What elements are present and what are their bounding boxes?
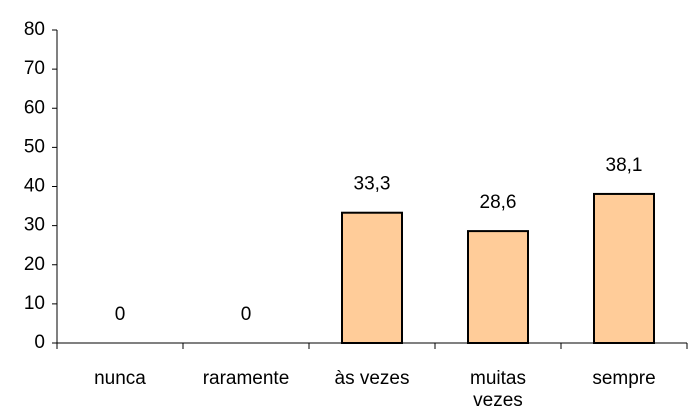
x-tick-label: raramente: [202, 368, 290, 389]
value-label: 38,1: [606, 155, 643, 176]
x-tick-label-box: nunca: [94, 368, 146, 389]
x-tick-label-box: muitas vezes: [470, 368, 526, 411]
x-tick-label: sempre: [592, 368, 656, 389]
y-tick-label: 20: [24, 254, 45, 275]
y-tick-label: 70: [24, 58, 45, 79]
y-tick-label: 50: [24, 136, 45, 157]
bar: [593, 192, 655, 344]
x-tick-label: muitas vezes: [470, 368, 526, 411]
y-tick-label: 10: [24, 293, 45, 314]
value-label: 0: [241, 304, 252, 325]
x-tick-label-box: às vezes: [334, 368, 410, 389]
x-tick-label: às vezes: [334, 368, 410, 389]
bar: [467, 230, 529, 344]
bar: [341, 211, 403, 344]
x-tick-label-box: sempre: [592, 368, 656, 389]
x-tick-label-box: raramente: [202, 368, 290, 389]
y-tick-label: 60: [24, 97, 45, 118]
y-tick-label: 0: [34, 332, 45, 353]
y-tick-label: 40: [24, 176, 45, 197]
value-label: 33,3: [354, 174, 391, 195]
value-label: 0: [115, 304, 126, 325]
value-label: 28,6: [480, 192, 517, 213]
x-tick-label: nunca: [94, 368, 146, 389]
y-tick-label: 30: [24, 215, 45, 236]
y-tick-label: 80: [24, 19, 45, 40]
